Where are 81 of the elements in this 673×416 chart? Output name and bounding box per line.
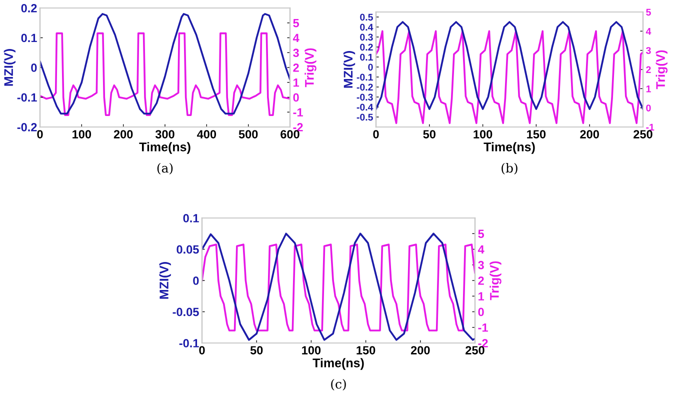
y2-tick-label: -1 [646, 124, 654, 131]
text: (a) [157, 163, 173, 174]
y-tick-label: 0.1 [183, 214, 199, 222]
y2-tick-label: -1 [293, 108, 303, 116]
y-axis-title: MZI(V) [159, 262, 171, 299]
x-axis-title: Time(ns) [484, 142, 535, 154]
x-tick-label: 150 [356, 346, 376, 354]
y-tick-label: 0.5 [360, 14, 373, 21]
x-tick-label: 0 [37, 130, 43, 138]
y2-tick-label: -1 [478, 324, 488, 332]
y2-tick-label: -2 [293, 123, 303, 132]
x-tick-label: 100 [72, 130, 92, 138]
y2-tick-label: 5 [478, 230, 484, 238]
y-tick-label: 0 [368, 64, 373, 71]
y2-tick-label: 1 [294, 78, 300, 87]
x-tick-label: 600 [280, 130, 300, 138]
y-tick-label: 0.2 [21, 4, 37, 12]
y-axis-title: MZI(V) [343, 51, 356, 88]
y-tick-label: -0.1 [17, 93, 37, 102]
y-tick-label: -0.5 [356, 114, 373, 121]
y-tick-label: 0.3 [360, 34, 373, 41]
x-tick-label: 0 [199, 346, 205, 354]
y2-tick-label: 0 [646, 104, 651, 112]
x-tick-label: 500 [238, 130, 258, 138]
y-tick-label: 0.1 [21, 34, 37, 42]
text: (c) [331, 379, 346, 390]
y2-tick-label: 3 [646, 47, 651, 54]
y2-tick-label: 2 [293, 64, 299, 72]
x-tick-label: 250 [466, 346, 484, 354]
y2-tick-label: 1 [646, 86, 651, 92]
y-tick-label: 0.2 [360, 44, 373, 51]
line-series [202, 244, 475, 332]
y-tick-label: 0.1 [360, 54, 373, 61]
y2-tick-label: 2 [478, 276, 484, 285]
y2-axis-title: Trig(V) [490, 261, 502, 300]
line-series [40, 13, 290, 115]
x-tick-label: 200 [580, 130, 599, 138]
text: (b) [502, 163, 518, 174]
y2-tick-label: 1 [478, 292, 484, 300]
y-tick-label: -0.1 [356, 74, 373, 81]
y2-tick-label: 5 [646, 8, 651, 16]
y-axis-title: MZI(V) [4, 49, 16, 86]
y2-tick-label: 4 [478, 245, 484, 254]
x-tick-label: 300 [155, 130, 174, 138]
x-tick-label: 50 [423, 130, 436, 138]
x-tick-label: 400 [197, 130, 216, 138]
x-axis-title: Time(ns) [139, 142, 190, 154]
y2-tick-label: 3 [293, 48, 299, 58]
y2-axis-title: Trig(V) [304, 48, 316, 88]
y-tick-label: -0.4 [356, 104, 374, 111]
y2-tick-label: 4 [646, 28, 652, 35]
x-tick-label: 50 [250, 346, 263, 354]
x-tick-label: 100 [474, 130, 492, 138]
y-tick-label: -0.3 [356, 94, 373, 101]
y-tick-label: -0.2 [17, 123, 37, 132]
line-series [376, 30, 643, 124]
x-tick-label: 100 [302, 346, 321, 354]
y2-tick-label: 3 [478, 260, 484, 270]
y-tick-label: 0.05 [176, 245, 199, 254]
x-tick-label: 250 [634, 130, 652, 138]
y-tick-label: 0.4 [360, 24, 374, 31]
x-axis-title: Time(ns) [312, 358, 364, 370]
y2-tick-label: 2 [646, 66, 651, 74]
y2-tick-label: 5 [293, 19, 300, 28]
line-series [202, 232, 475, 341]
y2-tick-label: 0 [478, 308, 484, 316]
y-tick-label: 0 [193, 276, 199, 285]
line-series [40, 32, 290, 116]
y-tick-label: -0.1 [179, 339, 199, 348]
x-tick-label: 150 [527, 130, 546, 138]
y-tick-label: -0.05 [172, 308, 199, 316]
x-tick-label: 200 [410, 346, 430, 354]
line-series [376, 21, 643, 110]
y2-tick-label: -2 [478, 339, 488, 348]
y2-axis-title: Trig(V) [656, 50, 668, 90]
x-tick-label: 0 [373, 130, 379, 138]
y-tick-label: -0.2 [356, 84, 373, 91]
y-tick-label: 0 [31, 64, 37, 72]
x-tick-label: 200 [114, 130, 133, 138]
y2-tick-label: 0 [293, 93, 299, 102]
y2-tick-label: 4 [292, 34, 300, 42]
